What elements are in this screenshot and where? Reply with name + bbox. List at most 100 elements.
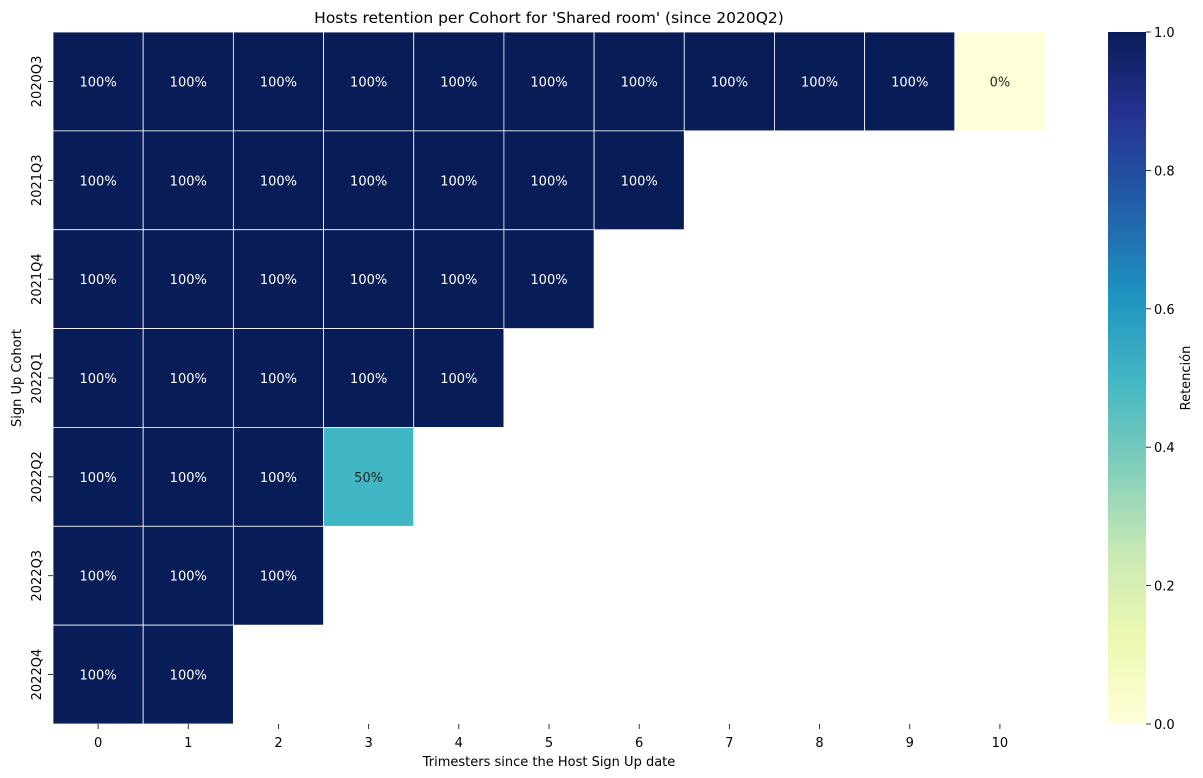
heatmap-cell [52, 31, 144, 132]
colorbar-gradient [1108, 32, 1146, 724]
cell-value-label: 100% [621, 75, 658, 90]
cell-value-label: 100% [80, 570, 117, 585]
heatmap-cell [323, 229, 415, 329]
colorbar-ticks: 0.0 0.2 0.4 0.6 0.8 1.0 [1146, 26, 1175, 733]
heatmap-cell [503, 229, 595, 329]
cell-value-label: 100% [440, 174, 477, 189]
cell-value-label: 100% [440, 75, 477, 90]
heatmap-cell [142, 624, 234, 725]
cell-value-label: 100% [260, 570, 297, 585]
cell-value-label: 100% [530, 273, 567, 288]
heatmap-cell [683, 31, 775, 132]
cell-value-label: 100% [530, 75, 567, 90]
heatmap-cell [142, 130, 234, 231]
y-tick-label: 2022Q4 [30, 649, 45, 701]
x-tick-label: 3 [364, 736, 372, 751]
heatmap-cell [52, 229, 144, 329]
heatmap-cell [142, 31, 234, 132]
x-axis-label: Trimesters since the Host Sign Up date [422, 755, 676, 770]
y-axis-ticks: 2020Q3 2021Q3 2021Q4 2022Q1 2022Q2 2022Q3 2022… [30, 56, 53, 701]
colorbar-tick-label: 0.2 [1154, 580, 1175, 595]
cell-value-label: 100% [170, 273, 207, 288]
cell-value-label: 100% [80, 669, 117, 684]
colorbar-tick-label: 0.8 [1154, 164, 1175, 179]
heatmap-cell [413, 130, 505, 231]
heatmap-cell [232, 130, 324, 231]
y-axis-label: Sign Up Cohort [10, 329, 25, 427]
x-axis-ticks: 0 1 2 3 4 5 6 7 8 9 10 [94, 724, 1008, 751]
cell-value-label: 100% [260, 75, 297, 90]
cell-value-label: 100% [621, 174, 658, 189]
heatmap-cell [142, 525, 234, 626]
heatmap-cell [864, 31, 956, 132]
x-tick-label: 2 [274, 736, 282, 751]
heatmap-cell [323, 427, 415, 527]
cell-value-label: 100% [170, 75, 207, 90]
cell-value-label: 100% [440, 273, 477, 288]
cell-value-label: 100% [170, 570, 207, 585]
heatmap-cell [232, 229, 324, 329]
cell-value-label: 100% [80, 174, 117, 189]
heatmap-cell [774, 31, 866, 132]
x-tick-label: 9 [906, 736, 914, 751]
heatmap-cell [413, 328, 505, 428]
x-tick-label: 7 [725, 736, 733, 751]
cell-value-label: 100% [530, 174, 567, 189]
heatmap-cell [323, 130, 415, 231]
x-tick-label: 6 [635, 736, 643, 751]
cell-value-label: 100% [260, 174, 297, 189]
heatmap-cell [954, 31, 1046, 132]
cell-value-label: 100% [80, 471, 117, 486]
cell-value-label: 100% [260, 471, 297, 486]
cell-value-label: 100% [80, 75, 117, 90]
heatmap-cell [503, 31, 595, 132]
x-tick-label: 4 [455, 736, 463, 751]
cell-value-label: 100% [350, 174, 387, 189]
cell-value-label: 100% [440, 372, 477, 387]
colorbar-label: Retención [1179, 346, 1194, 411]
heatmap-cell [323, 31, 415, 132]
heatmap-cell [142, 229, 234, 329]
cell-value-label: 100% [350, 372, 387, 387]
colorbar-tick-label: 0.4 [1154, 441, 1175, 456]
heatmap-cell [413, 229, 505, 329]
x-tick-label: 8 [815, 736, 823, 751]
heatmap-cell [232, 328, 324, 428]
cell-value-label: 100% [711, 75, 748, 90]
heatmap-cell [413, 31, 505, 132]
x-tick-label: 5 [545, 736, 553, 751]
x-tick-label: 10 [992, 736, 1009, 751]
y-tick-label: 2020Q3 [30, 56, 45, 108]
x-tick-label: 1 [184, 736, 192, 751]
colorbar-tick-label: 1.0 [1154, 26, 1175, 41]
y-tick-label: 2022Q3 [30, 550, 45, 602]
heatmap-cells: 100% 100% 100% 100% 100% 100% 100% 100% 100% 100%… [52, 31, 1046, 725]
colorbar-tick-label: 0.6 [1154, 303, 1175, 318]
cell-value-label: 100% [891, 75, 928, 90]
cell-value-label: 100% [260, 372, 297, 387]
cell-value-label: 100% [80, 372, 117, 387]
cell-value-label: 100% [170, 174, 207, 189]
chart-title: Hosts retention per Cohort for 'Shared r… [314, 9, 784, 27]
y-tick-label: 2021Q3 [30, 154, 45, 206]
heatmap-cell [503, 130, 595, 231]
cell-value-label: 0% [990, 75, 1011, 90]
cell-value-label: 100% [350, 75, 387, 90]
heatmap-cell [323, 328, 415, 428]
cell-value-label: 100% [170, 372, 207, 387]
cell-value-label: 100% [80, 273, 117, 288]
heatmap-cell [52, 328, 144, 428]
heatmap-cell [593, 130, 685, 231]
colorbar: 0.0 0.2 0.4 0.6 0.8 1.0 Retención [1108, 26, 1194, 733]
cell-value-label: 100% [801, 75, 838, 90]
y-tick-label: 2022Q2 [30, 451, 45, 503]
heatmap-cell [142, 427, 234, 527]
cell-value-label: 100% [170, 471, 207, 486]
cell-value-label: 100% [350, 273, 387, 288]
cell-value-label: 100% [170, 669, 207, 684]
heatmap-cell [232, 525, 324, 626]
cell-value-label: 50% [354, 471, 383, 486]
heatmap-cell [232, 31, 324, 132]
